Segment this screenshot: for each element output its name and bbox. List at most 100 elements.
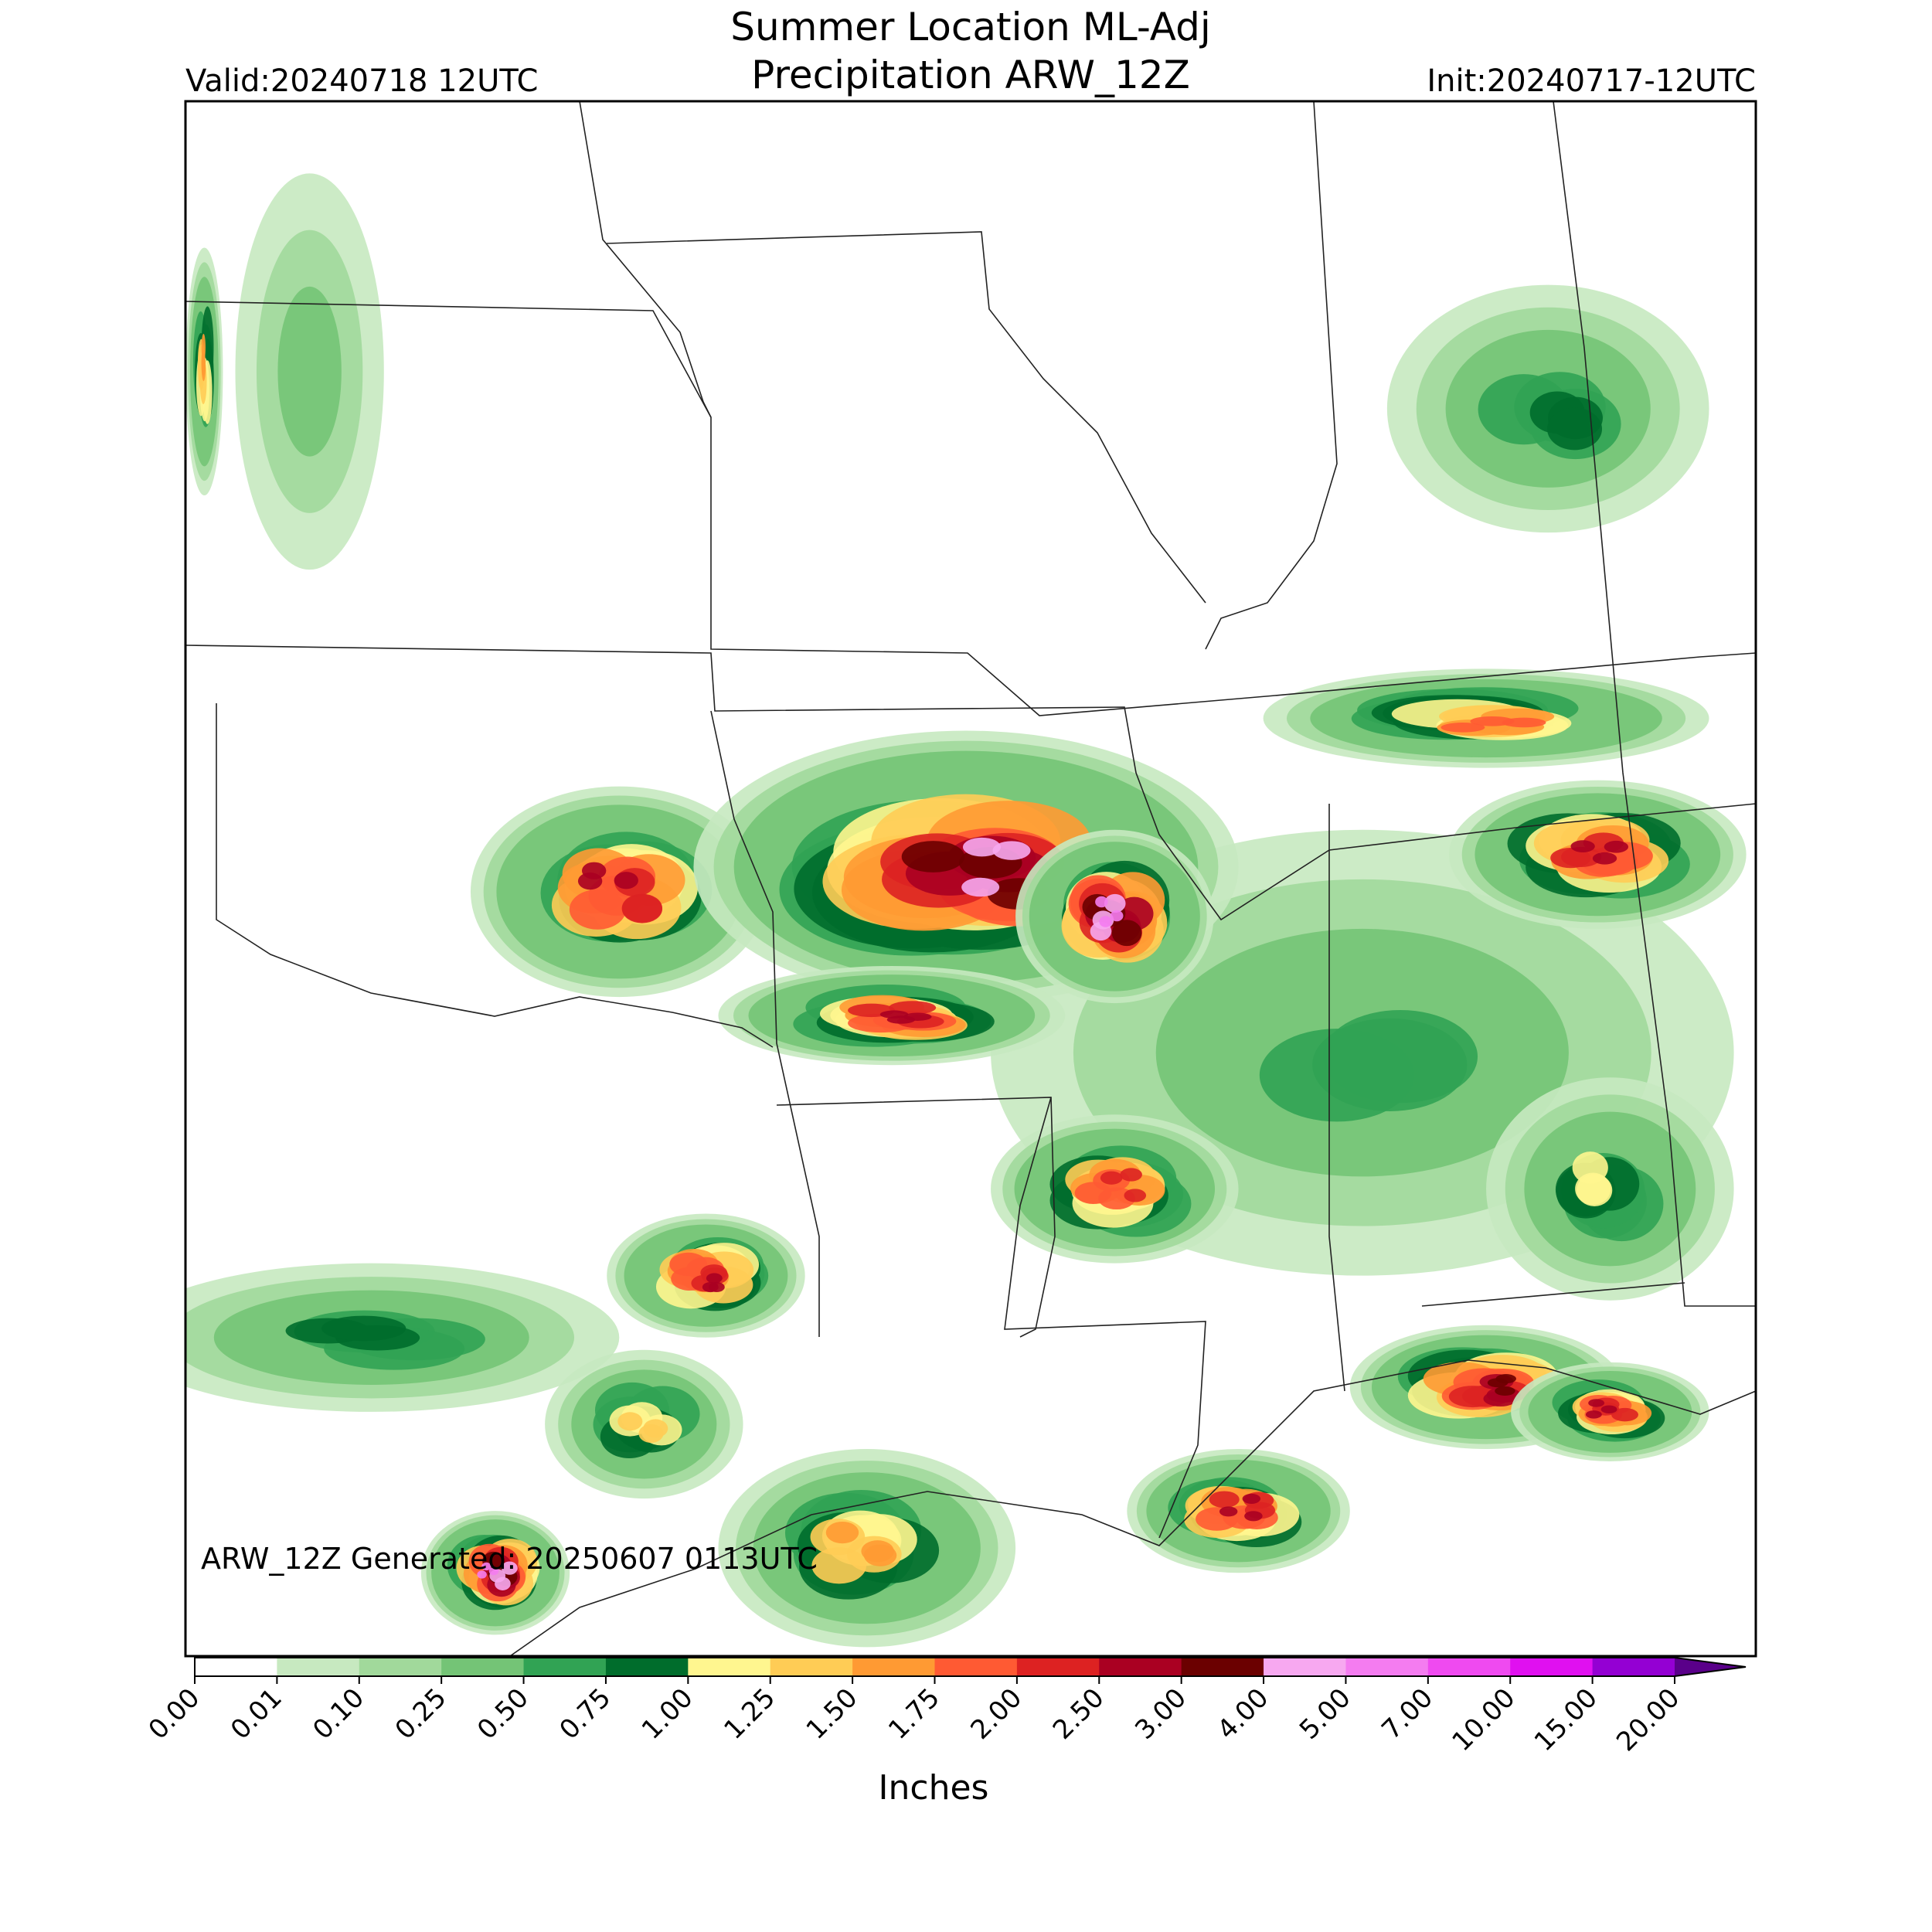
colorbar-tick-label: 1.00 bbox=[636, 1682, 699, 1746]
precip-cell bbox=[1099, 916, 1112, 927]
precip-cell bbox=[638, 1423, 664, 1444]
precip-cell bbox=[277, 286, 342, 457]
precip-cell bbox=[1600, 1405, 1617, 1413]
precip-cell bbox=[1592, 852, 1617, 865]
colorbar-segment bbox=[441, 1658, 525, 1676]
colorbar-outline bbox=[194, 1657, 1747, 1677]
precip-cell bbox=[481, 1562, 492, 1571]
border bbox=[776, 1097, 1056, 1338]
colorbar-tick-label: 2.00 bbox=[964, 1682, 1028, 1746]
border bbox=[1205, 101, 1338, 650]
valid-time: Valid:20240718 12UTC bbox=[185, 63, 538, 99]
colorbar-tick-label: 3.00 bbox=[1129, 1682, 1192, 1746]
map-frame bbox=[184, 100, 1757, 1658]
colorbar-segment bbox=[770, 1658, 853, 1676]
border bbox=[216, 703, 774, 1048]
precip-cell bbox=[1124, 1189, 1147, 1202]
precip-cell bbox=[201, 353, 206, 382]
colorbar-tick-label: 0.50 bbox=[471, 1682, 535, 1746]
colorbar-segment bbox=[1016, 1658, 1100, 1676]
border bbox=[710, 710, 820, 1337]
precip-cell bbox=[1440, 722, 1485, 733]
precip-cell bbox=[1244, 1511, 1263, 1522]
precip-cell bbox=[1242, 1493, 1261, 1504]
precip-cell bbox=[706, 1273, 723, 1284]
precip-cell bbox=[1219, 1506, 1238, 1517]
colorbar-tick-label: 10.00 bbox=[1446, 1682, 1521, 1757]
precip-cell bbox=[1611, 1407, 1638, 1422]
precip-cell bbox=[861, 1540, 894, 1563]
border bbox=[185, 301, 1756, 716]
colorbar-tick-label: 4.00 bbox=[1212, 1682, 1275, 1746]
colorbar-segment bbox=[1510, 1658, 1594, 1676]
precip-cell bbox=[708, 1281, 725, 1292]
colorbar-tick-label: 2.50 bbox=[1047, 1682, 1111, 1746]
colorbar-tick-label: 15.00 bbox=[1529, 1682, 1604, 1757]
precip-cell bbox=[614, 872, 638, 889]
init-time: Init:20240717-12UTC bbox=[1427, 63, 1756, 99]
precip-field bbox=[185, 173, 1747, 1648]
precip-cell bbox=[1110, 910, 1124, 922]
precip-cell bbox=[903, 1012, 932, 1021]
precip-cell bbox=[201, 333, 206, 362]
colorbar-tick-label: 0.10 bbox=[307, 1682, 370, 1746]
colorbar-tick-label: 0.00 bbox=[143, 1682, 206, 1746]
precip-cell bbox=[962, 837, 1001, 857]
title-line2: Precipitation ARW_12Z bbox=[751, 53, 1190, 97]
precip-cell bbox=[825, 1521, 859, 1544]
colorbar-extend bbox=[1675, 1658, 1746, 1676]
border bbox=[509, 1514, 812, 1656]
colorbar-segment bbox=[195, 1658, 277, 1676]
colorbar-tick-label: 5.00 bbox=[1294, 1682, 1357, 1746]
precip-cell bbox=[321, 1315, 406, 1342]
colorbar-segment bbox=[1427, 1658, 1511, 1676]
border bbox=[579, 101, 712, 418]
border bbox=[1004, 1097, 1206, 1539]
colorbar-segment bbox=[359, 1658, 442, 1676]
colorbar-segment bbox=[1592, 1658, 1675, 1676]
precip-cell bbox=[581, 862, 607, 879]
colorbar-tick-label: 7.00 bbox=[1376, 1682, 1439, 1746]
precip-cell bbox=[1495, 1386, 1515, 1396]
colorbar-tick-label: 1.75 bbox=[883, 1682, 946, 1746]
border bbox=[1421, 1282, 1685, 1307]
precip-cell bbox=[1074, 1182, 1112, 1204]
colorbar-segment bbox=[1264, 1658, 1346, 1676]
colorbar-segment bbox=[1099, 1658, 1182, 1676]
precip-cell bbox=[1120, 1168, 1142, 1182]
colorbar-segment bbox=[1181, 1658, 1264, 1676]
border bbox=[1553, 101, 1756, 1307]
colorbar-segment bbox=[1345, 1658, 1429, 1676]
colorbar-segment bbox=[605, 1658, 689, 1676]
precip-cell bbox=[1570, 840, 1595, 852]
precip-cell bbox=[1100, 1171, 1123, 1185]
precip-cell bbox=[501, 1561, 518, 1575]
precip-cell bbox=[1495, 1374, 1516, 1384]
colorbar-segment bbox=[688, 1658, 771, 1676]
precip-cell bbox=[1588, 1399, 1605, 1407]
colorbar-segment bbox=[277, 1658, 360, 1676]
colorbar-label: Inches bbox=[879, 1768, 989, 1808]
precip-cell bbox=[1095, 896, 1108, 908]
generated-note: ARW_12Z Generated: 20250607 0113UTC bbox=[201, 1542, 818, 1576]
border bbox=[1328, 804, 1345, 1392]
colorbar-tick-label: 1.50 bbox=[801, 1682, 864, 1746]
precip-cell bbox=[1547, 407, 1603, 451]
precip-cell bbox=[1111, 920, 1142, 947]
precip-cell bbox=[961, 877, 1000, 897]
precip-cell bbox=[1104, 893, 1126, 913]
precip-cell bbox=[477, 1570, 487, 1579]
precip-cell bbox=[1470, 716, 1515, 726]
precip-cell bbox=[569, 889, 627, 930]
precip-cell bbox=[992, 841, 1031, 860]
precip-cell bbox=[1312, 1018, 1468, 1111]
border bbox=[811, 1359, 1756, 1546]
precip-cell bbox=[811, 1547, 867, 1584]
precip-cell bbox=[1572, 1151, 1608, 1184]
colorbar-tick-label: 0.25 bbox=[389, 1682, 453, 1746]
precip-cell bbox=[901, 841, 965, 872]
title-line1: Summer Location ML-Adj bbox=[730, 5, 1210, 49]
colorbar-segment bbox=[934, 1658, 1018, 1676]
precip-cell bbox=[488, 1566, 499, 1576]
border bbox=[606, 231, 1206, 604]
